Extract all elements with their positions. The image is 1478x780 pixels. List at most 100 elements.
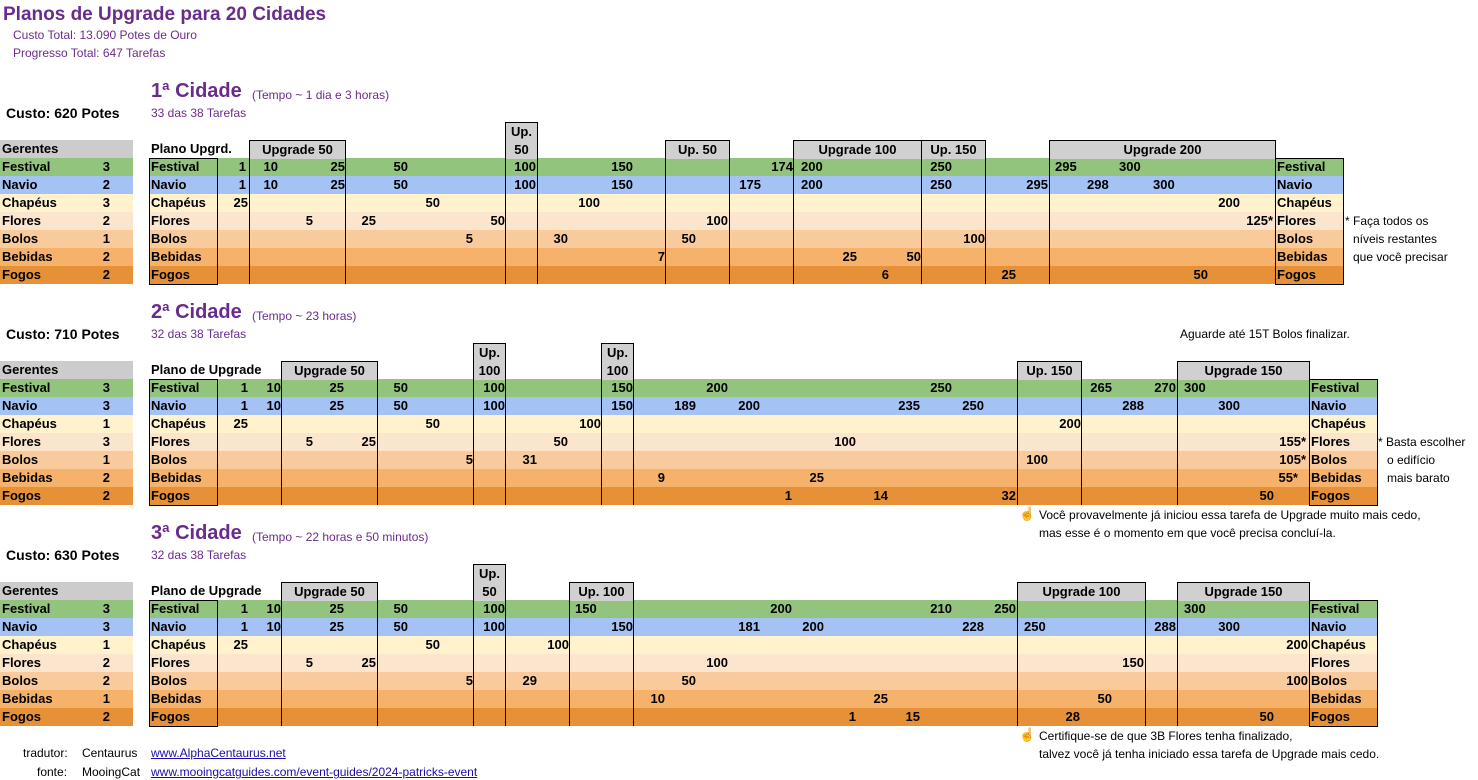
city3-fogos-value: 15 bbox=[905, 709, 920, 724]
city2-festival-value: 265 bbox=[1090, 380, 1112, 395]
city2-col-divider-6 bbox=[601, 379, 602, 505]
city2-navio-value: 100 bbox=[483, 398, 505, 413]
city1-manager-band-chapeus bbox=[0, 194, 133, 212]
city2-building-label-right-flores: Flores bbox=[1311, 434, 1351, 449]
city2-upgrade-box-2-line1: Up. bbox=[479, 345, 500, 360]
city3-pointing-hand-icon: ☝ bbox=[1019, 727, 1036, 742]
city1-navio-value: 100 bbox=[514, 177, 536, 192]
city3-upgrade-box-3: Up. 100 bbox=[569, 582, 634, 601]
city3-navio-value: 288 bbox=[1154, 619, 1176, 634]
city1-building-label-fogos: Fogos bbox=[151, 267, 190, 282]
city2-row-band-bebidas bbox=[149, 469, 1377, 487]
city1-chapeus-value: 100 bbox=[578, 195, 600, 210]
city1-festival-value: 200 bbox=[801, 159, 823, 174]
city1-building-col-border bbox=[149, 158, 218, 285]
city2-fogos-value: 14 bbox=[873, 488, 888, 503]
city1-building-label-festival: Festival bbox=[151, 159, 200, 174]
city2-manager-band-fogos bbox=[0, 487, 133, 505]
city3-fogos-value: 50 bbox=[1259, 709, 1274, 724]
city3-manager-band-flores bbox=[0, 654, 133, 672]
city3-manager-label-fogos: Fogos bbox=[2, 709, 41, 724]
city2-flores-value: 25 bbox=[361, 434, 376, 449]
city1-festival-value: 50 bbox=[393, 159, 408, 174]
city3-manager-band-fogos bbox=[0, 708, 133, 726]
city1-flores-value: 125* bbox=[1246, 213, 1273, 228]
city1-festival-value: 295 bbox=[1055, 159, 1077, 174]
city2-manager-label-chapeus: Chapéus bbox=[2, 416, 57, 431]
city2-navio-value: 235 bbox=[898, 398, 920, 413]
city2-manager-band-bebidas bbox=[0, 469, 133, 487]
city2-building-label-fogos: Fogos bbox=[151, 488, 190, 503]
city2-upgrade-box-2-line2: 100 bbox=[478, 363, 501, 378]
city3-manager-count-festival: 3 bbox=[102, 601, 110, 616]
city2-pointing-hand-icon: ☝ bbox=[1019, 506, 1036, 521]
city2-manager-count-navio: 3 bbox=[102, 398, 110, 413]
city1-manager-count-chapeus: 3 bbox=[102, 195, 110, 210]
city2-fogos-value: 50 bbox=[1259, 488, 1274, 503]
city3-navio-value: 100 bbox=[483, 619, 505, 634]
city3-building-label-bebidas: Bebidas bbox=[151, 691, 202, 706]
city2-chapeus-value: 100 bbox=[579, 416, 601, 431]
city2-building-label-right-chapeus: Chapéus bbox=[1311, 416, 1366, 431]
city2-col-divider-8 bbox=[1017, 379, 1018, 505]
city3-festival-value: 150 bbox=[575, 601, 597, 616]
city3-fogos-value: 28 bbox=[1065, 709, 1080, 724]
city3-festival-value: 250 bbox=[994, 601, 1016, 616]
city3-navio-value: 10 bbox=[266, 619, 281, 634]
translator-link[interactable]: www.AlphaCentaurus.net bbox=[151, 746, 286, 760]
city3-row-band-navio bbox=[149, 618, 1377, 636]
city3-flores-value: 5 bbox=[305, 655, 313, 670]
city1-row-band-bolos bbox=[149, 230, 1343, 248]
city2-manager-count-bolos: 1 bbox=[102, 452, 110, 467]
city2-manager-label-bolos: Bolos bbox=[2, 452, 39, 467]
city2-building-label-right-navio: Navio bbox=[1311, 398, 1347, 413]
city2-manager-band-flores bbox=[0, 433, 133, 451]
city3-row-band-festival bbox=[149, 600, 1377, 618]
city3-festival-value: 100 bbox=[483, 601, 505, 616]
city3-row-band-fogos bbox=[149, 708, 1377, 726]
city3-hint-line2: talvez você já tenha iniciado essa taref… bbox=[1039, 747, 1380, 761]
city2-festival-value: 100 bbox=[483, 380, 505, 395]
city2-upgrade-box-3-line1: Up. bbox=[607, 345, 628, 360]
city1-festival-value: 150 bbox=[611, 159, 633, 174]
city3-manager-count-bolos: 2 bbox=[102, 673, 110, 688]
city1-building-label-right-navio: Navio bbox=[1277, 177, 1313, 192]
city1-side-note-line2: níveis restantes bbox=[1353, 232, 1438, 246]
city3-flores-value: 25 bbox=[361, 655, 376, 670]
city2-navio-value: 300 bbox=[1218, 398, 1240, 413]
city3-festival-value: 200 bbox=[770, 601, 792, 616]
city1-bolos-value: 30 bbox=[553, 231, 568, 246]
city1-festival-value: 300 bbox=[1119, 159, 1141, 174]
city3-building-label-right-bebidas: Bebidas bbox=[1311, 691, 1362, 706]
city2-festival-value: 25 bbox=[329, 380, 344, 395]
city3-time: (Tempo ~ 22 horas e 50 minutos) bbox=[252, 530, 429, 544]
city3-festival-value: 50 bbox=[393, 601, 408, 616]
city2-title: 2ª Cidade bbox=[151, 301, 242, 323]
city2-manager-band-festival bbox=[0, 379, 133, 397]
city1-row-band-navio bbox=[149, 176, 1343, 194]
city3-row-band-flores bbox=[149, 654, 1377, 672]
city2-manager-band-bolos bbox=[0, 451, 133, 469]
city1-upgrade-box-2-line2: 50 bbox=[514, 142, 529, 157]
city3-building-label-fogos: Fogos bbox=[151, 709, 190, 724]
city1-navio-value: 175 bbox=[739, 177, 761, 192]
city1-building-label-flores: Flores bbox=[151, 213, 191, 228]
city2-manager-count-fogos: 2 bbox=[102, 488, 110, 503]
city1-festival-value: 25 bbox=[330, 159, 345, 174]
city3-building-label-bolos: Bolos bbox=[151, 673, 188, 688]
city2-side-note-line2: o edifício bbox=[1387, 453, 1436, 467]
city2-building-label-right-fogos: Fogos bbox=[1311, 488, 1350, 503]
city3-navio-value: 181 bbox=[738, 619, 760, 634]
city2-navio-value: 150 bbox=[611, 398, 633, 413]
city3-flores-value: 150 bbox=[1122, 655, 1144, 670]
city2-navio-value: 189 bbox=[674, 398, 696, 413]
city1-navio-value: 150 bbox=[611, 177, 633, 192]
city1-row-band-festival bbox=[149, 158, 1343, 176]
source-link[interactable]: www.mooingcatguides.com/event-guides/202… bbox=[151, 765, 478, 779]
city1-col-divider-2 bbox=[249, 158, 250, 284]
city3-building-label-right-chapeus: Chapéus bbox=[1311, 637, 1366, 652]
city1-building-label-right-fogos: Fogos bbox=[1277, 267, 1316, 282]
city1-col-divider-7 bbox=[729, 158, 730, 284]
city2-building-label-right-bolos: Bolos bbox=[1311, 452, 1348, 467]
city3-col-divider-10 bbox=[1177, 600, 1178, 726]
